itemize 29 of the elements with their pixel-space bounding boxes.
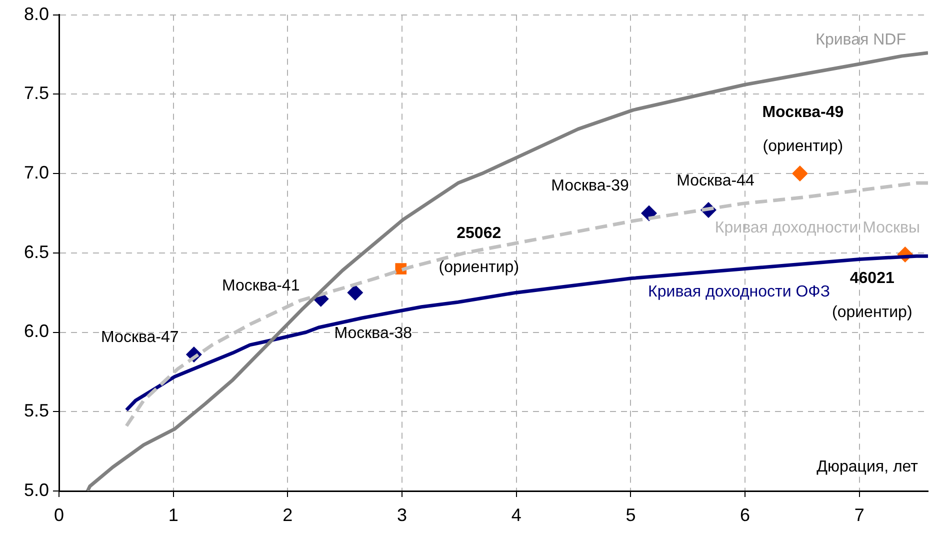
x-tick-label: 1 (168, 504, 178, 525)
x-tick-label: 4 (511, 504, 522, 525)
y-tick-label: 7.0 (24, 162, 49, 182)
annotation: Москва-39 (551, 178, 629, 195)
annotation: Москва-44 (676, 172, 754, 190)
y-tick-label: 5.0 (24, 480, 49, 500)
x-tick-label: 3 (397, 504, 408, 525)
point (792, 166, 808, 182)
annotation: Москва-47 (101, 328, 179, 346)
series-label: Кривая NDF (816, 31, 906, 48)
series-label: Кривая доходности Москвы (714, 219, 920, 236)
y-tick-label: 5.5 (24, 400, 49, 421)
y-tick-label: 7.5 (24, 83, 49, 104)
x-tick-label: 2 (282, 504, 293, 525)
y-tick-label: 8.0 (24, 4, 49, 24)
annotation: Москва-38 (334, 324, 412, 342)
annotation: Москва-41 (222, 277, 300, 294)
annotation: 46021 (ориентир) (832, 270, 912, 321)
x-tick-label: 6 (740, 504, 750, 525)
x-tick-label: 5 (626, 504, 636, 525)
annotation: Москва-49 (ориентир) (762, 104, 844, 155)
y-tick-label: 6.0 (24, 321, 49, 342)
x-tick-label: 7 (854, 504, 864, 525)
annotation: 25062 (ориентир) (438, 225, 520, 276)
x-axis-title: Дюрация, лет (816, 458, 919, 476)
point (347, 284, 364, 301)
y-tick-label: 6.5 (24, 242, 49, 262)
series-label: Кривая доходности ОФЗ (648, 283, 830, 300)
x-tick-label: 0 (54, 504, 64, 525)
